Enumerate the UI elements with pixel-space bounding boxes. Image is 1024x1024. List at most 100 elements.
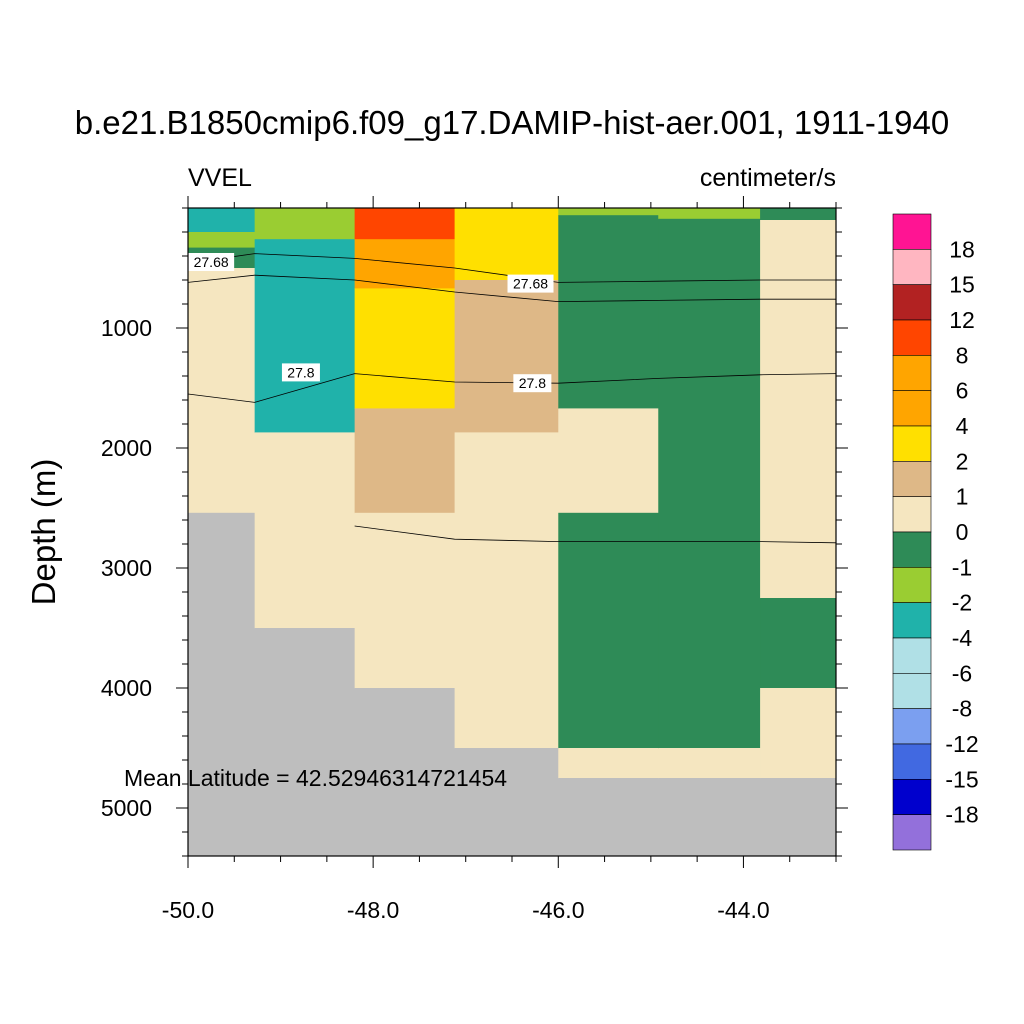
colorbar-box (892, 531, 932, 568)
contour-label-bg (281, 363, 320, 382)
colorbar-box (892, 213, 932, 250)
heatmap-cell (254, 208, 356, 240)
heatmap-cell (658, 218, 761, 749)
colorbar-label: 4 (956, 413, 969, 439)
contour-lines (187, 253, 837, 544)
heatmap-cell (188, 268, 256, 514)
colorbar-label: 1 (956, 484, 969, 510)
x-tick-label: -46.0 (532, 897, 584, 923)
y-tick-label: 2000 (101, 435, 152, 461)
contour-label-bg (507, 274, 554, 293)
heatmap-cell (188, 208, 256, 233)
y-tick-label: 3000 (101, 555, 152, 581)
colorbar-box (892, 708, 932, 745)
colorbar-box (892, 567, 932, 603)
colorbar-label: 8 (956, 342, 969, 368)
contour-line (354, 525, 837, 544)
colorbar-box (892, 814, 932, 851)
contour-label: 27.68 (194, 254, 229, 270)
heatmap-cell (454, 748, 559, 857)
colorbar-box (892, 461, 932, 497)
heatmap-cell (354, 208, 456, 240)
colorbar-label: 2 (956, 448, 969, 474)
colorbar-label: -15 (945, 766, 978, 792)
colorbar-box (892, 779, 932, 815)
colorbar-box (892, 249, 932, 285)
x-tick-labels: -50.0 -48.0 -46.0 -44.0 (162, 897, 770, 923)
x-tick-label: -44.0 (717, 897, 769, 923)
heatmap-cell (760, 688, 837, 779)
y-tick-label: 1000 (101, 315, 152, 341)
colorbar-label: 15 (949, 272, 975, 298)
contour-label: 27.8 (287, 364, 314, 380)
heatmap-cell (188, 512, 256, 857)
colorbar-label: -6 (952, 660, 972, 686)
contour-line (187, 253, 836, 283)
contour-labels: 27.68 27.68 27.8 27.8 (188, 253, 554, 393)
y-tick-label: 5000 (101, 795, 152, 821)
colorbar-label: -4 (952, 625, 973, 651)
heatmap-cell (760, 778, 837, 857)
x-tick-label: -48.0 (347, 897, 399, 923)
colorbar-label: -8 (952, 696, 972, 722)
colorbar-box (892, 743, 932, 780)
contour-label: 27.68 (513, 276, 548, 292)
heatmap-cell (254, 432, 356, 629)
heatmap-cell (188, 232, 256, 249)
heatmap-cell (454, 432, 559, 749)
heatmap-cell (760, 208, 837, 221)
colorbar: 18 15 12 8 6 4 2 1 0 -1 -2 -4 -6 -8 -12 -15 -18 (892, 213, 979, 851)
x-tick-label: -50.0 (162, 897, 214, 923)
colorbar-box (892, 319, 932, 356)
heatmap-cell (558, 215, 659, 409)
colorbar-box (892, 602, 932, 639)
heatmap-cell (658, 778, 761, 857)
colorbar-box (892, 355, 932, 391)
heatmap-cell (454, 208, 559, 281)
y-tick-label: 4000 (101, 675, 152, 701)
chart-title: b.e21.B1850cmip6.f09_g17.DAMIP-hist-aer.… (75, 104, 949, 141)
colorbar-box (892, 496, 932, 533)
y-tick-labels: 1000 2000 3000 4000 5000 (101, 315, 152, 821)
heatmap-cells (188, 208, 837, 857)
heatmap-cell (558, 408, 659, 514)
colorbar-box (892, 390, 932, 427)
colorbar-box (892, 673, 932, 709)
colorbar-label: -1 (952, 554, 972, 580)
heatmap-cell (558, 512, 659, 749)
contour-line (187, 373, 837, 403)
colorbar-label: -18 (945, 802, 978, 828)
contour-label: 27.8 (519, 375, 546, 391)
heatmap-cell (254, 239, 356, 433)
colorbar-label: 0 (956, 519, 969, 545)
heatmap-cell (558, 208, 659, 216)
plot-axes (176, 196, 848, 868)
colorbar-label: -12 (945, 731, 978, 757)
colorbar-box (892, 425, 932, 462)
left-string: VVEL (188, 164, 252, 192)
heatmap-cell (354, 288, 456, 409)
heatmap-cell (558, 778, 659, 857)
contour-label-bg (188, 253, 235, 271)
colorbar-label: 18 (949, 236, 975, 262)
heatmap-cell (354, 512, 456, 689)
colorbar-label: 6 (956, 378, 969, 404)
heatmap-cell (354, 408, 456, 514)
heatmap-cell (658, 748, 761, 779)
heatmap-cell (254, 628, 356, 857)
heatmap-cell (760, 220, 837, 599)
heatmap-cell (558, 748, 659, 779)
mean-latitude-annotation: Mean Latitude = 42.52946314721454 (124, 765, 507, 791)
heatmap-cell (760, 598, 837, 689)
heatmap-cell (454, 280, 559, 433)
y-axis-label: Depth (m) (25, 459, 62, 606)
right-string: centimeter/s (700, 164, 836, 192)
heatmap-cell (354, 239, 456, 289)
heatmap-cell (354, 688, 456, 857)
heatmap-cell (658, 208, 761, 220)
colorbar-label: 12 (949, 307, 975, 333)
colorbar-label: -2 (952, 590, 972, 616)
colorbar-box (892, 284, 932, 321)
colorbar-box (892, 637, 932, 674)
